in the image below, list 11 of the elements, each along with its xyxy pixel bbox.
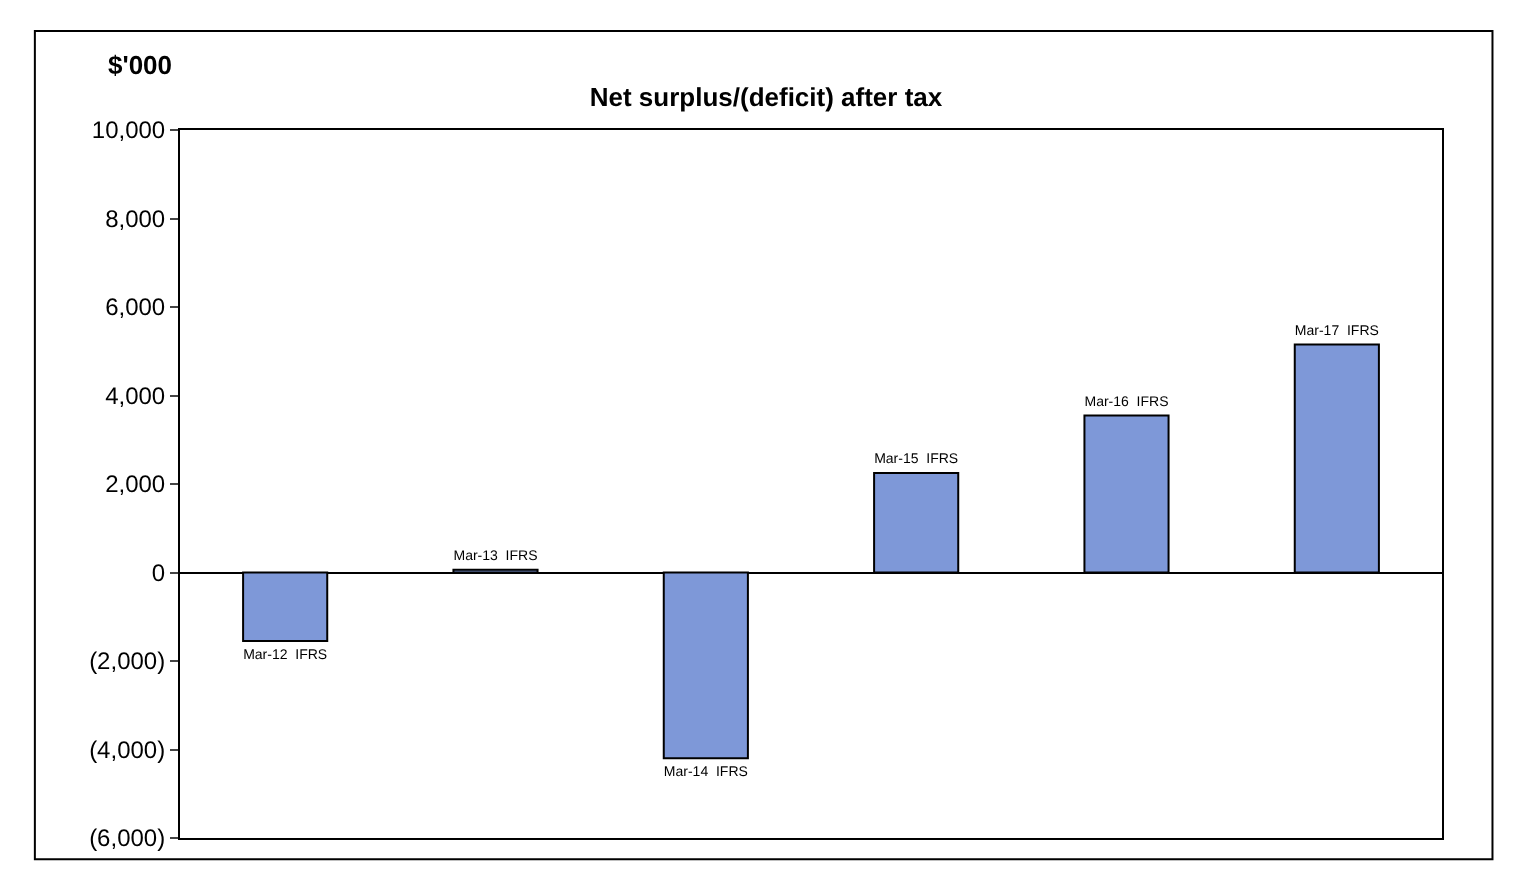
y-tick-label: (6,000) xyxy=(89,824,166,853)
y-tick-label: 10,000 xyxy=(91,116,166,145)
y-tick-label: 2,000 xyxy=(105,470,166,499)
y-tick-label: (4,000) xyxy=(89,735,166,764)
y-tick-label: 4,000 xyxy=(105,381,166,410)
y-tick-label: (2,000) xyxy=(89,647,166,676)
y-tick-label: 6,000 xyxy=(105,293,166,322)
y-axis-title: $'000 xyxy=(108,50,173,80)
chart-title: Net surplus/(deficit) after tax xyxy=(589,81,944,112)
y-tick-label: 0 xyxy=(151,558,166,587)
y-tick-label: 8,000 xyxy=(105,204,166,233)
